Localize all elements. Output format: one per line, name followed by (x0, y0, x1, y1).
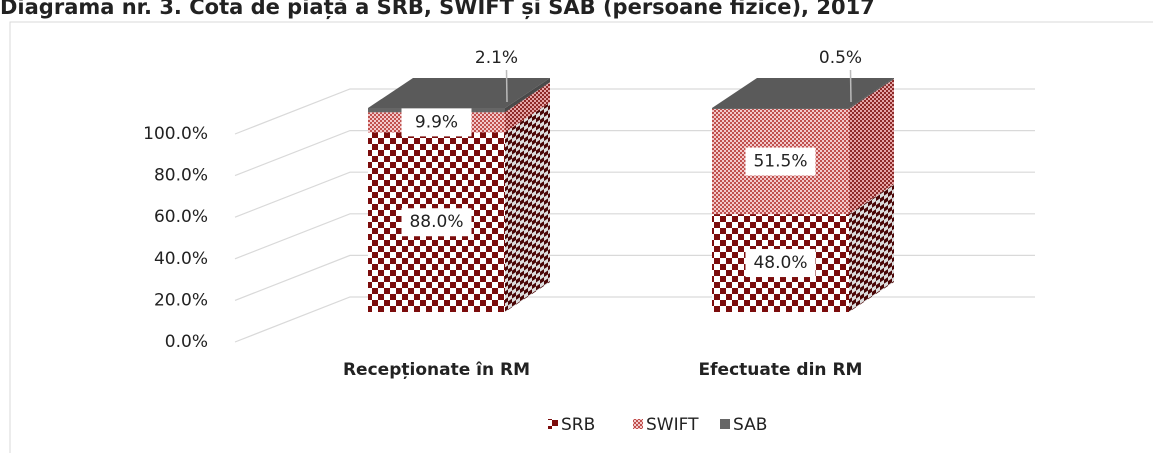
y-tick-label: 80.0% (154, 166, 208, 186)
chart-title: Diagrama nr. 3. Cota de piață a SRB, SWI… (0, 0, 875, 20)
data-label-box (401, 208, 472, 237)
legend-swatch (633, 419, 643, 429)
legend-swatch (720, 419, 730, 429)
grid-line (234, 171, 1035, 218)
bar-top (368, 78, 550, 108)
leader-line (505, 69, 508, 103)
data-label-box (401, 108, 472, 137)
bar-segment (712, 108, 849, 110)
y-tick-label: 20.0% (154, 290, 208, 310)
data-label: 51.5% (753, 152, 807, 172)
y-tick-label: 0.0% (165, 332, 208, 352)
grid-line (234, 130, 1035, 177)
data-label: 9.9% (415, 112, 458, 132)
bar-side (849, 184, 894, 312)
bar-side (849, 78, 894, 110)
data-label: 2.1% (475, 48, 518, 68)
data-label: 0.5% (819, 48, 862, 68)
x-tick-label: Recepționate în RM (343, 360, 530, 380)
bar-side (505, 78, 550, 113)
grid-line (234, 296, 1035, 343)
plot-frame (9, 21, 1153, 453)
y-tick-label: 100.0% (143, 124, 208, 144)
x-tick-label: Efectuate din RM (699, 360, 863, 380)
leader-line (849, 69, 852, 103)
y-tick-label: 40.0% (154, 249, 208, 269)
data-label-box (745, 147, 816, 176)
data-label: 48.0% (753, 253, 807, 273)
bar-side (849, 79, 894, 215)
grid-line (234, 254, 1035, 301)
legend-label: SRB (561, 415, 595, 435)
bar-top (712, 78, 894, 108)
data-label: 88.0% (409, 212, 463, 232)
legend-label: SAB (733, 415, 767, 435)
grid-line (234, 88, 1035, 135)
grid-line (234, 213, 1035, 260)
legend-swatch (548, 419, 558, 429)
y-tick-label: 60.0% (154, 207, 208, 227)
data-label-box (745, 249, 816, 278)
bar-side (505, 102, 550, 312)
legend-label: SWIFT (646, 415, 699, 435)
bar-side (505, 82, 550, 133)
